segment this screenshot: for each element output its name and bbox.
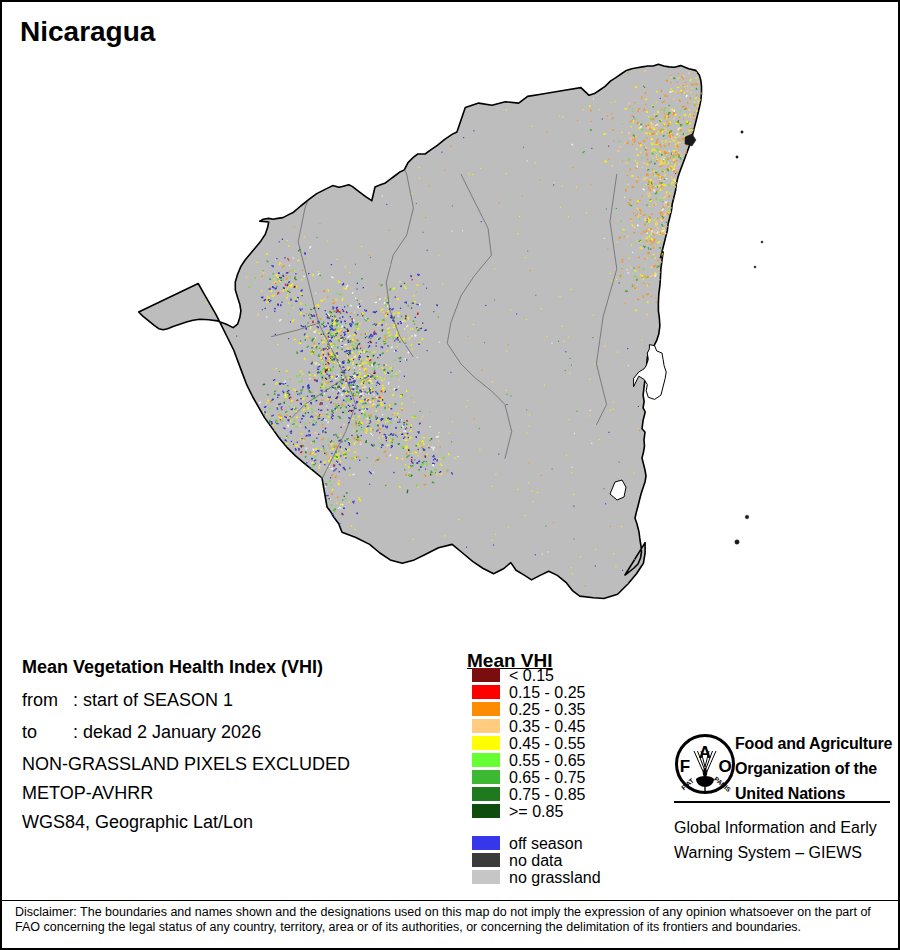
svg-text:O: O (718, 757, 731, 776)
svg-text:F: F (680, 757, 690, 776)
